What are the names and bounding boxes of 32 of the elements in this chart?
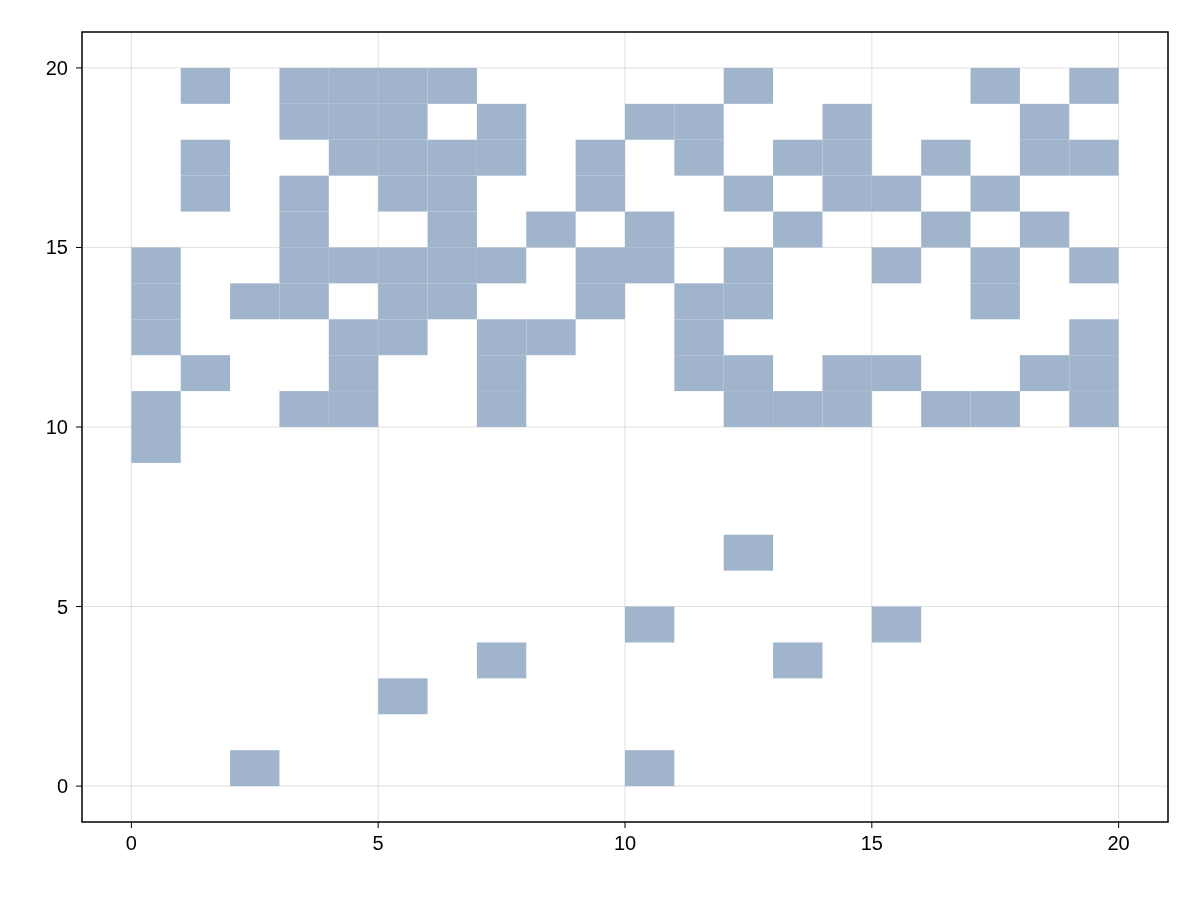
bar (230, 750, 280, 787)
y-tick-label: 15 (45, 236, 68, 259)
y-tick-label: 20 (45, 56, 68, 79)
bar (921, 139, 971, 176)
bar (1019, 211, 1070, 248)
x-tick-label: 0 (125, 832, 137, 854)
bar (1069, 247, 1119, 284)
bar (723, 534, 774, 571)
x-tick-label: 10 (613, 832, 637, 854)
bar (526, 211, 576, 248)
bar (921, 211, 971, 248)
bar (625, 750, 675, 787)
bar (871, 606, 922, 643)
bar (1069, 67, 1119, 104)
y-tick-label: 5 (56, 595, 68, 618)
bar (625, 606, 675, 643)
bar (180, 355, 231, 392)
bar (180, 67, 231, 104)
bar (970, 175, 1020, 212)
bar (773, 211, 823, 248)
x-tick-label: 20 (1107, 832, 1130, 854)
bar (476, 642, 527, 679)
x-tick-label: 5 (372, 832, 384, 854)
bar (871, 247, 922, 284)
bar (723, 67, 774, 104)
y-tick-label: 10 (45, 416, 68, 438)
bar (970, 67, 1020, 104)
y-tick-label: 0 (56, 775, 68, 798)
bar (378, 678, 428, 715)
x-tick-label: 15 (860, 832, 883, 854)
bar (723, 175, 774, 212)
bar (773, 642, 823, 679)
